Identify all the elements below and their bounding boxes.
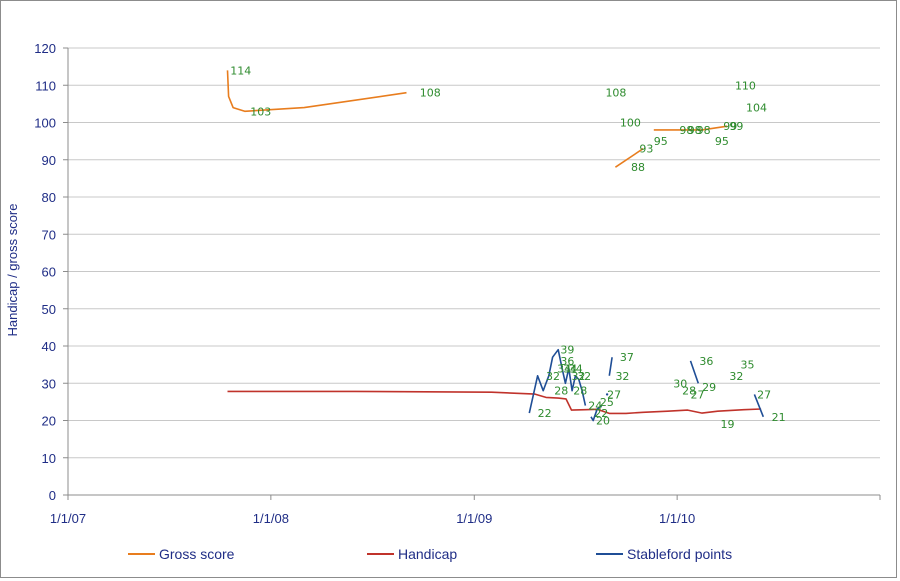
y-tick-label: 90 bbox=[42, 153, 56, 168]
stableford-line bbox=[528, 348, 587, 414]
y-tick-label: 30 bbox=[42, 376, 56, 391]
stableford-data-label: 32 bbox=[729, 370, 743, 383]
stableford-data-label: 25 bbox=[600, 396, 614, 409]
gross-data-label: 88 bbox=[631, 161, 645, 174]
gross-line bbox=[614, 147, 644, 168]
y-tick-label: 70 bbox=[42, 227, 56, 242]
stableford-data-label: 36 bbox=[560, 355, 574, 368]
y-tick-label: 40 bbox=[42, 339, 56, 354]
gross-data-label: 110 bbox=[735, 79, 756, 92]
y-tick-label: 10 bbox=[42, 451, 56, 466]
y-tick-label: 0 bbox=[49, 488, 56, 503]
gridlines bbox=[68, 47, 880, 459]
gross-data-label: 98 bbox=[679, 124, 693, 137]
stableford-data-label: 28 bbox=[573, 385, 587, 398]
gross-data-label: 103 bbox=[250, 105, 271, 118]
stableford-data-label: 39 bbox=[560, 344, 574, 357]
stableford-data-label: 35 bbox=[740, 359, 754, 372]
y-tick-labels: 0 10 20 30 40 50 60 70 80 90 100 110 120 bbox=[34, 41, 56, 503]
gross-data-label: 100 bbox=[620, 117, 641, 130]
stableford-data-label: 20 bbox=[596, 415, 610, 428]
gross-data-label: 99 bbox=[723, 120, 737, 133]
stableford-data-label: 36 bbox=[699, 355, 713, 368]
gross-data-label: 114 bbox=[230, 64, 251, 77]
x-tick-label: 1/1/07 bbox=[50, 511, 86, 526]
stableford-data-label: 19 bbox=[720, 418, 734, 431]
stableford-data-label: 27 bbox=[757, 388, 771, 401]
stableford-point bbox=[605, 393, 609, 396]
stableford-data-label: 21 bbox=[772, 411, 786, 424]
stableford-data-label: 32 bbox=[572, 370, 586, 383]
legend-label-stableford: Stableford points bbox=[627, 546, 732, 562]
series-lines bbox=[226, 70, 765, 422]
y-tick-label: 50 bbox=[42, 302, 56, 317]
gross-data-label: 95 bbox=[654, 135, 668, 148]
stableford-data-label: 22 bbox=[594, 407, 608, 420]
x-tick-label: 1/1/10 bbox=[659, 511, 695, 526]
stableford-data-label: 22 bbox=[538, 407, 552, 420]
stableford-data-label: 27 bbox=[690, 388, 704, 401]
stableford-line bbox=[753, 394, 765, 418]
axes bbox=[63, 47, 881, 500]
gross-data-label: 98 bbox=[688, 124, 702, 137]
gross-data-label: 98 bbox=[697, 124, 711, 137]
x-tick-label: 1/1/09 bbox=[456, 511, 492, 526]
stableford-data-label: 34 bbox=[557, 362, 571, 375]
stableford-line bbox=[608, 357, 613, 376]
stableford-data-label: 30 bbox=[673, 377, 687, 390]
stableford-data-label: 32 bbox=[615, 370, 629, 383]
stableford-data-label: 24 bbox=[588, 400, 602, 413]
stableford-data-label: 28 bbox=[554, 385, 568, 398]
gross-data-label: 93 bbox=[639, 143, 653, 156]
gross-data-label: 95 bbox=[715, 135, 729, 148]
stableford-data-label: 34 bbox=[563, 362, 577, 375]
y-axis-title: Handicap / gross score bbox=[5, 204, 20, 337]
x-tick-labels: 1/1/07 1/1/08 1/1/09 1/1/10 bbox=[50, 511, 695, 526]
legend-label-handicap: Handicap bbox=[398, 546, 457, 562]
gross-line bbox=[653, 125, 728, 131]
stableford-data-label: 27 bbox=[607, 388, 621, 401]
y-tick-label: 110 bbox=[35, 78, 56, 93]
gross-data-label: 104 bbox=[746, 102, 767, 115]
stableford-data-label: 29 bbox=[702, 381, 716, 394]
y-tick-label: 100 bbox=[34, 116, 56, 131]
stableford-data-label: 32 bbox=[546, 370, 560, 383]
legend: Gross score Handicap Stableford points bbox=[128, 546, 732, 562]
legend-label-gross: Gross score bbox=[159, 546, 235, 562]
gross-line bbox=[226, 70, 407, 113]
stableford-data-label: 28 bbox=[682, 385, 696, 398]
stableford-line bbox=[590, 404, 603, 422]
gross-data-label: 99 bbox=[729, 120, 743, 133]
gross-data-label: 108 bbox=[420, 87, 441, 100]
stableford-data-label: 37 bbox=[620, 351, 634, 364]
gross-data-label: 108 bbox=[605, 87, 626, 100]
stableford-data-label: 34 bbox=[569, 362, 583, 375]
x-tick-label: 1/1/08 bbox=[253, 511, 289, 526]
stableford-line bbox=[689, 360, 700, 384]
y-tick-label: 60 bbox=[42, 265, 56, 280]
y-tick-label: 80 bbox=[42, 190, 56, 205]
y-tick-label: 120 bbox=[34, 41, 56, 56]
handicap-line bbox=[227, 390, 762, 415]
stableford-data-label: 32 bbox=[577, 370, 591, 383]
y-tick-label: 20 bbox=[42, 414, 56, 429]
